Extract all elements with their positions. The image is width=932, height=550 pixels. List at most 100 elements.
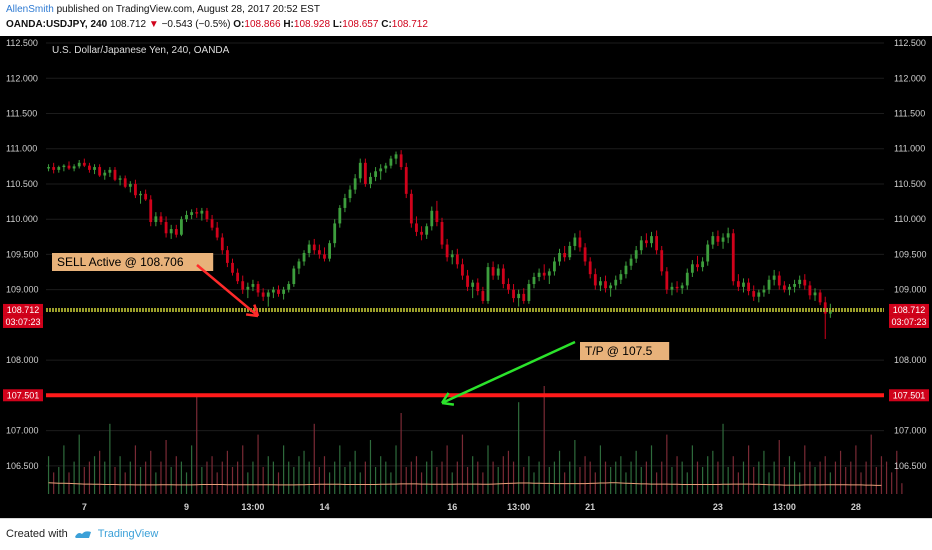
candle-body-93 <box>522 293 526 301</box>
candle-body-109 <box>604 281 607 289</box>
volume-bar-100 <box>558 450 561 494</box>
candle-body-52 <box>312 244 316 251</box>
candle-20 <box>149 195 153 227</box>
volume-bar-27 <box>185 472 188 494</box>
volume-bar-40 <box>252 461 254 494</box>
candle-body-28 <box>190 212 194 215</box>
tp-price-label-right-bg <box>889 389 929 402</box>
volume-bar-59 <box>349 461 351 494</box>
y-tick-left-1: 112.000 <box>6 73 38 83</box>
volume-bar-44 <box>272 461 274 494</box>
candle-body-140 <box>762 289 766 293</box>
volume-bar-99 <box>553 461 556 494</box>
candle-body-46 <box>282 289 286 294</box>
candle-body-58 <box>343 198 347 208</box>
candle-body-31 <box>205 210 209 220</box>
y-tick-left-9: 107.000 <box>6 426 39 436</box>
candle-body-115 <box>634 250 638 259</box>
volume-bar-82 <box>466 467 469 494</box>
volume-bar-110 <box>610 467 612 494</box>
candle-body-130 <box>711 236 715 245</box>
tp-annotation-box <box>580 342 670 360</box>
candle-84 <box>476 278 480 296</box>
volume-bar-5 <box>73 461 75 494</box>
y-tick-right-9: 107.000 <box>894 426 927 436</box>
price-chart[interactable]: U.S. Dollar/Japanese Yen, 240, OANDA 108… <box>0 36 932 518</box>
candle-38 <box>241 275 245 294</box>
candle-body-127 <box>696 264 699 268</box>
candle-body-149 <box>808 285 812 296</box>
volume-bar-151 <box>819 461 821 494</box>
volume-bar-8 <box>88 461 91 494</box>
volume-bar-63 <box>369 440 372 494</box>
candle-106 <box>588 257 592 279</box>
volume-bar-55 <box>328 472 331 494</box>
candle-27 <box>185 210 188 223</box>
volume-bar-57 <box>339 445 341 494</box>
candle-101 <box>563 245 567 262</box>
candle-body-113 <box>624 265 628 275</box>
candle-body-104 <box>578 237 582 248</box>
candle-body-48 <box>292 268 296 285</box>
tradingview-logo-icon <box>74 531 91 538</box>
volume-bar-61 <box>359 472 361 494</box>
candle-94 <box>527 279 531 304</box>
open-label: O: <box>233 19 245 30</box>
volume-bar-2 <box>58 467 60 494</box>
volume-bar-23 <box>165 440 167 494</box>
candle-body-135 <box>736 281 740 287</box>
candle-body-126 <box>690 264 694 273</box>
candle-57 <box>338 205 342 228</box>
author-link[interactable]: AllenSmith <box>6 4 54 15</box>
volume-bar-43 <box>267 456 269 494</box>
candle-62 <box>363 158 367 187</box>
candle-body-98 <box>547 271 551 276</box>
volume-bar-128 <box>702 467 704 494</box>
volume-bar-34 <box>221 461 223 494</box>
volume-bar-165 <box>891 472 893 494</box>
candle-52 <box>312 238 316 255</box>
volume-bar-38 <box>242 445 244 494</box>
candle-body-124 <box>680 285 684 289</box>
candle-131 <box>716 230 720 246</box>
candle-body-70 <box>404 167 408 194</box>
candle-63 <box>369 172 372 189</box>
volume-bar-146 <box>793 461 796 494</box>
candle-body-23 <box>164 222 168 234</box>
publish-info: AllenSmith published on TradingView.com,… <box>6 4 320 15</box>
candle-body-123 <box>675 286 679 289</box>
candle-body-137 <box>747 282 750 292</box>
candle-151 <box>818 289 822 306</box>
candle-143 <box>777 271 781 290</box>
tradingview-brand[interactable]: TradingView <box>97 528 159 540</box>
candle-body-25 <box>174 229 178 235</box>
x-tick-2: 13:00 <box>241 502 264 512</box>
volume-bar-106 <box>589 461 591 494</box>
volume-bar-88 <box>497 467 499 494</box>
candle-126 <box>690 260 694 277</box>
candle-144 <box>782 281 786 293</box>
volume-bar-116 <box>640 467 642 494</box>
candles <box>47 150 832 339</box>
candle-body-139 <box>757 292 761 297</box>
candle-body-143 <box>777 275 781 286</box>
candle-123 <box>675 281 679 293</box>
candle-119 <box>655 230 659 255</box>
candle-140 <box>762 285 766 297</box>
candle-67 <box>389 155 393 169</box>
volume-bar-19 <box>145 461 147 494</box>
candle-105 <box>583 243 587 266</box>
candle-body-68 <box>394 154 398 159</box>
volume-bar-125 <box>686 472 688 494</box>
volume-bar-13 <box>114 467 116 494</box>
volume-bar-72 <box>415 456 418 494</box>
volume-bar-115 <box>635 450 637 494</box>
candle-body-41 <box>256 284 260 293</box>
y-tick-left-7: 109.000 <box>6 285 39 295</box>
candle-96 <box>537 268 541 282</box>
created-with-text: Created with <box>6 528 68 540</box>
candle-body-63 <box>369 176 372 184</box>
volume-bar-71 <box>410 461 412 494</box>
candle-body-87 <box>491 267 495 276</box>
volume-bar-148 <box>804 445 806 494</box>
